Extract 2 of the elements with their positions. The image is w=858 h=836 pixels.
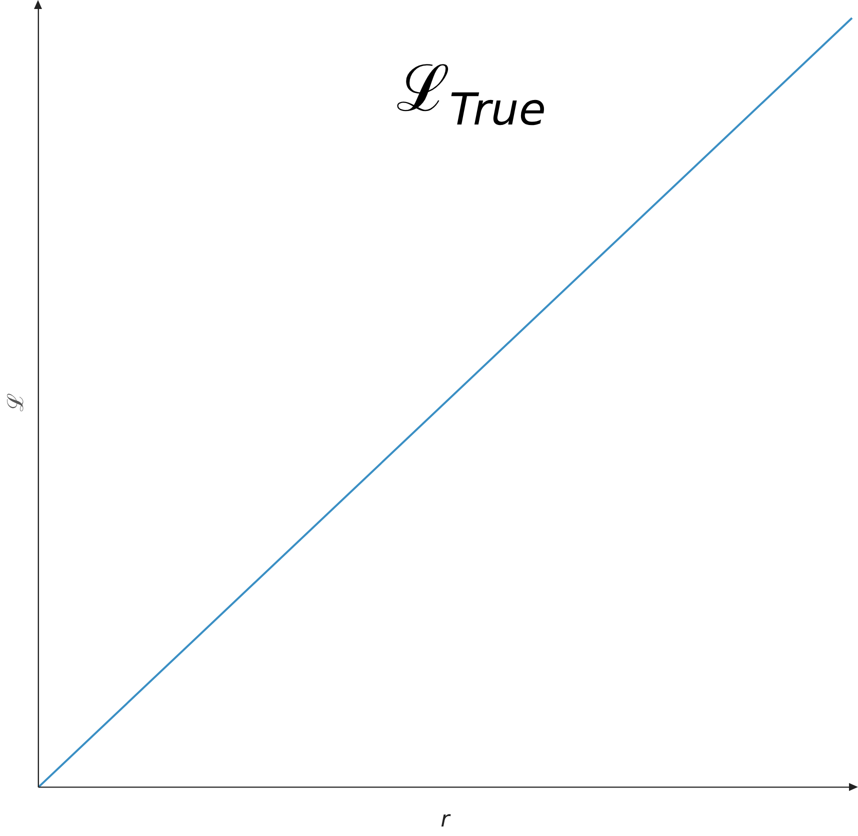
x-axis-title: r (440, 808, 452, 833)
y-axis-title: ℒ (4, 394, 29, 412)
